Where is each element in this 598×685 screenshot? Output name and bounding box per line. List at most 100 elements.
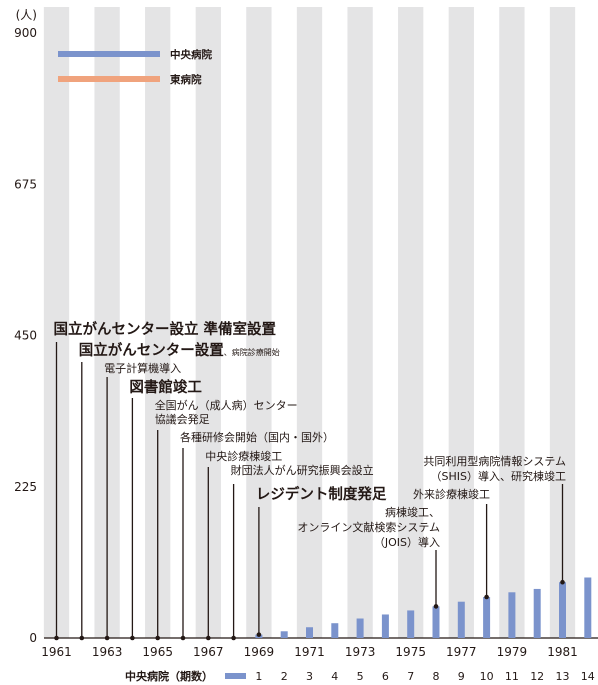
annotation: 外来診療棟竣工 <box>413 487 490 600</box>
y-axis-unit: (人) <box>16 8 37 22</box>
annotation-text: 図書館竣工 <box>129 378 202 396</box>
annotation-dot <box>104 635 110 641</box>
period-number: 7 <box>407 670 414 683</box>
bar <box>407 610 415 638</box>
period-number: 4 <box>331 670 338 683</box>
annotation: 図書館竣工 <box>129 378 202 641</box>
annotation-text: 外来診療棟竣工 <box>413 487 490 501</box>
period-number: 5 <box>357 670 364 683</box>
y-tick-label: 450 <box>14 329 37 343</box>
annotation-text: （SHIS）導入、研究棟竣工 <box>431 469 566 483</box>
band <box>448 7 474 638</box>
annotation-dot <box>560 579 565 585</box>
y-tick-label: 675 <box>14 177 37 191</box>
annotation-dot <box>484 594 489 600</box>
annotation-text: 全国がん（成人病）センター <box>155 398 298 412</box>
annotation-dot <box>206 635 211 641</box>
bar <box>331 623 339 638</box>
bar <box>381 614 389 638</box>
annotation-text: オンライン文献検索システム <box>297 520 440 534</box>
annotation-text: 各種研修会開始（国内・国外） <box>180 430 334 444</box>
x-tick-label: 1981 <box>547 645 578 659</box>
annotation: 各種研修会開始（国内・国外） <box>180 430 334 641</box>
y-tick-label: 0 <box>29 631 37 645</box>
bar <box>457 601 465 638</box>
band <box>499 7 525 638</box>
x-axis-ticks: 1961 1963 1965 1967 1969 1971 1973 1975 1977 1979… <box>41 645 578 659</box>
x-tick-label: 1965 <box>142 645 173 659</box>
legend-label: 東病院 <box>170 73 202 86</box>
annotation-suffix: 、病院診療開始 <box>224 347 280 357</box>
annotation-dot <box>256 632 262 637</box>
period-number: 9 <box>458 670 465 683</box>
period-axis-title: 中央病院（期数） <box>125 669 213 683</box>
annotation: 国立がんセンター設立 準備室設置 <box>54 320 277 641</box>
annotation: 電子計算機導入 <box>104 361 181 641</box>
bar <box>508 592 516 638</box>
bar <box>483 596 491 638</box>
bar <box>432 606 440 638</box>
period-number: 3 <box>306 670 313 683</box>
x-tick-label: 1973 <box>345 645 376 659</box>
bar <box>559 582 566 638</box>
x-tick-label: 1961 <box>41 645 72 659</box>
legend-swatch <box>58 76 160 82</box>
period-axis: 中央病院（期数） 1 2 3 4 5 6 7 8 9 10 11 12 13 14 <box>125 669 595 683</box>
period-number: 6 <box>382 670 389 683</box>
annotation-text: レジデント制度発足 <box>256 485 387 503</box>
annotation-text: 財団法人がん研究振興会設立 <box>231 463 374 477</box>
period-number: 14 <box>581 670 595 683</box>
bar <box>280 631 288 638</box>
annotation-text: 電子計算機導入 <box>104 361 181 375</box>
y-axis-ticks: 0 225 450 675 900 <box>14 26 37 645</box>
period-axis-swatch <box>225 673 246 679</box>
annotation-dot <box>155 635 160 641</box>
x-tick-label: 1963 <box>92 645 123 659</box>
annotation: 中央診療棟竣工 <box>205 449 282 641</box>
annotation-dot <box>54 635 59 641</box>
annotation-text: 中央診療棟竣工 <box>205 449 282 463</box>
annotation-text: 病棟竣工、 <box>385 505 440 519</box>
annotation-dot <box>231 635 236 641</box>
annotation-text: 協議会発足 <box>155 412 210 426</box>
annotation-dot <box>180 635 186 641</box>
annotation-dot <box>79 635 85 641</box>
band <box>347 7 373 638</box>
annotation: レジデント制度発足 <box>256 485 387 637</box>
bar <box>584 577 592 638</box>
annotation-dot <box>130 635 135 641</box>
y-tick-label: 225 <box>14 480 37 494</box>
annotations: 国立がんセンター設立 準備室設置国立がんセンター設置、病院診療開始電子計算機導入… <box>54 320 566 641</box>
period-number: 11 <box>505 670 519 683</box>
x-tick-label: 1967 <box>193 645 224 659</box>
bar-series <box>255 577 592 638</box>
period-number: 12 <box>530 670 544 683</box>
x-tick-label: 1979 <box>497 645 528 659</box>
band <box>296 7 323 638</box>
bar <box>533 588 541 638</box>
annotation-text: （JOIS）導入 <box>374 535 440 549</box>
bar <box>356 618 364 638</box>
period-number: 8 <box>433 670 440 683</box>
y-tick-label: 900 <box>14 26 37 40</box>
band <box>398 7 424 638</box>
x-tick-label: 1969 <box>244 645 275 659</box>
annotation: 財団法人がん研究振興会設立 <box>231 463 374 641</box>
period-number: 2 <box>281 670 288 683</box>
legend-label: 中央病院 <box>170 48 212 61</box>
annotation-text: 共同利用型病院情報システム <box>423 454 566 468</box>
x-tick-label: 1971 <box>294 645 325 659</box>
annotation: 病棟竣工、オンライン文献検索システム（JOIS）導入 <box>297 505 440 609</box>
period-number: 13 <box>556 670 570 683</box>
annotation-dot <box>433 604 439 609</box>
x-tick-label: 1975 <box>395 645 426 659</box>
annotation-text: 国立がんセンター設立 準備室設置 <box>54 320 277 338</box>
annotation: 共同利用型病院情報システム（SHIS）導入、研究棟竣工 <box>423 454 566 585</box>
period-number: 10 <box>480 670 494 683</box>
legend-swatch <box>58 51 160 57</box>
x-tick-label: 1977 <box>446 645 477 659</box>
bar <box>306 627 313 638</box>
